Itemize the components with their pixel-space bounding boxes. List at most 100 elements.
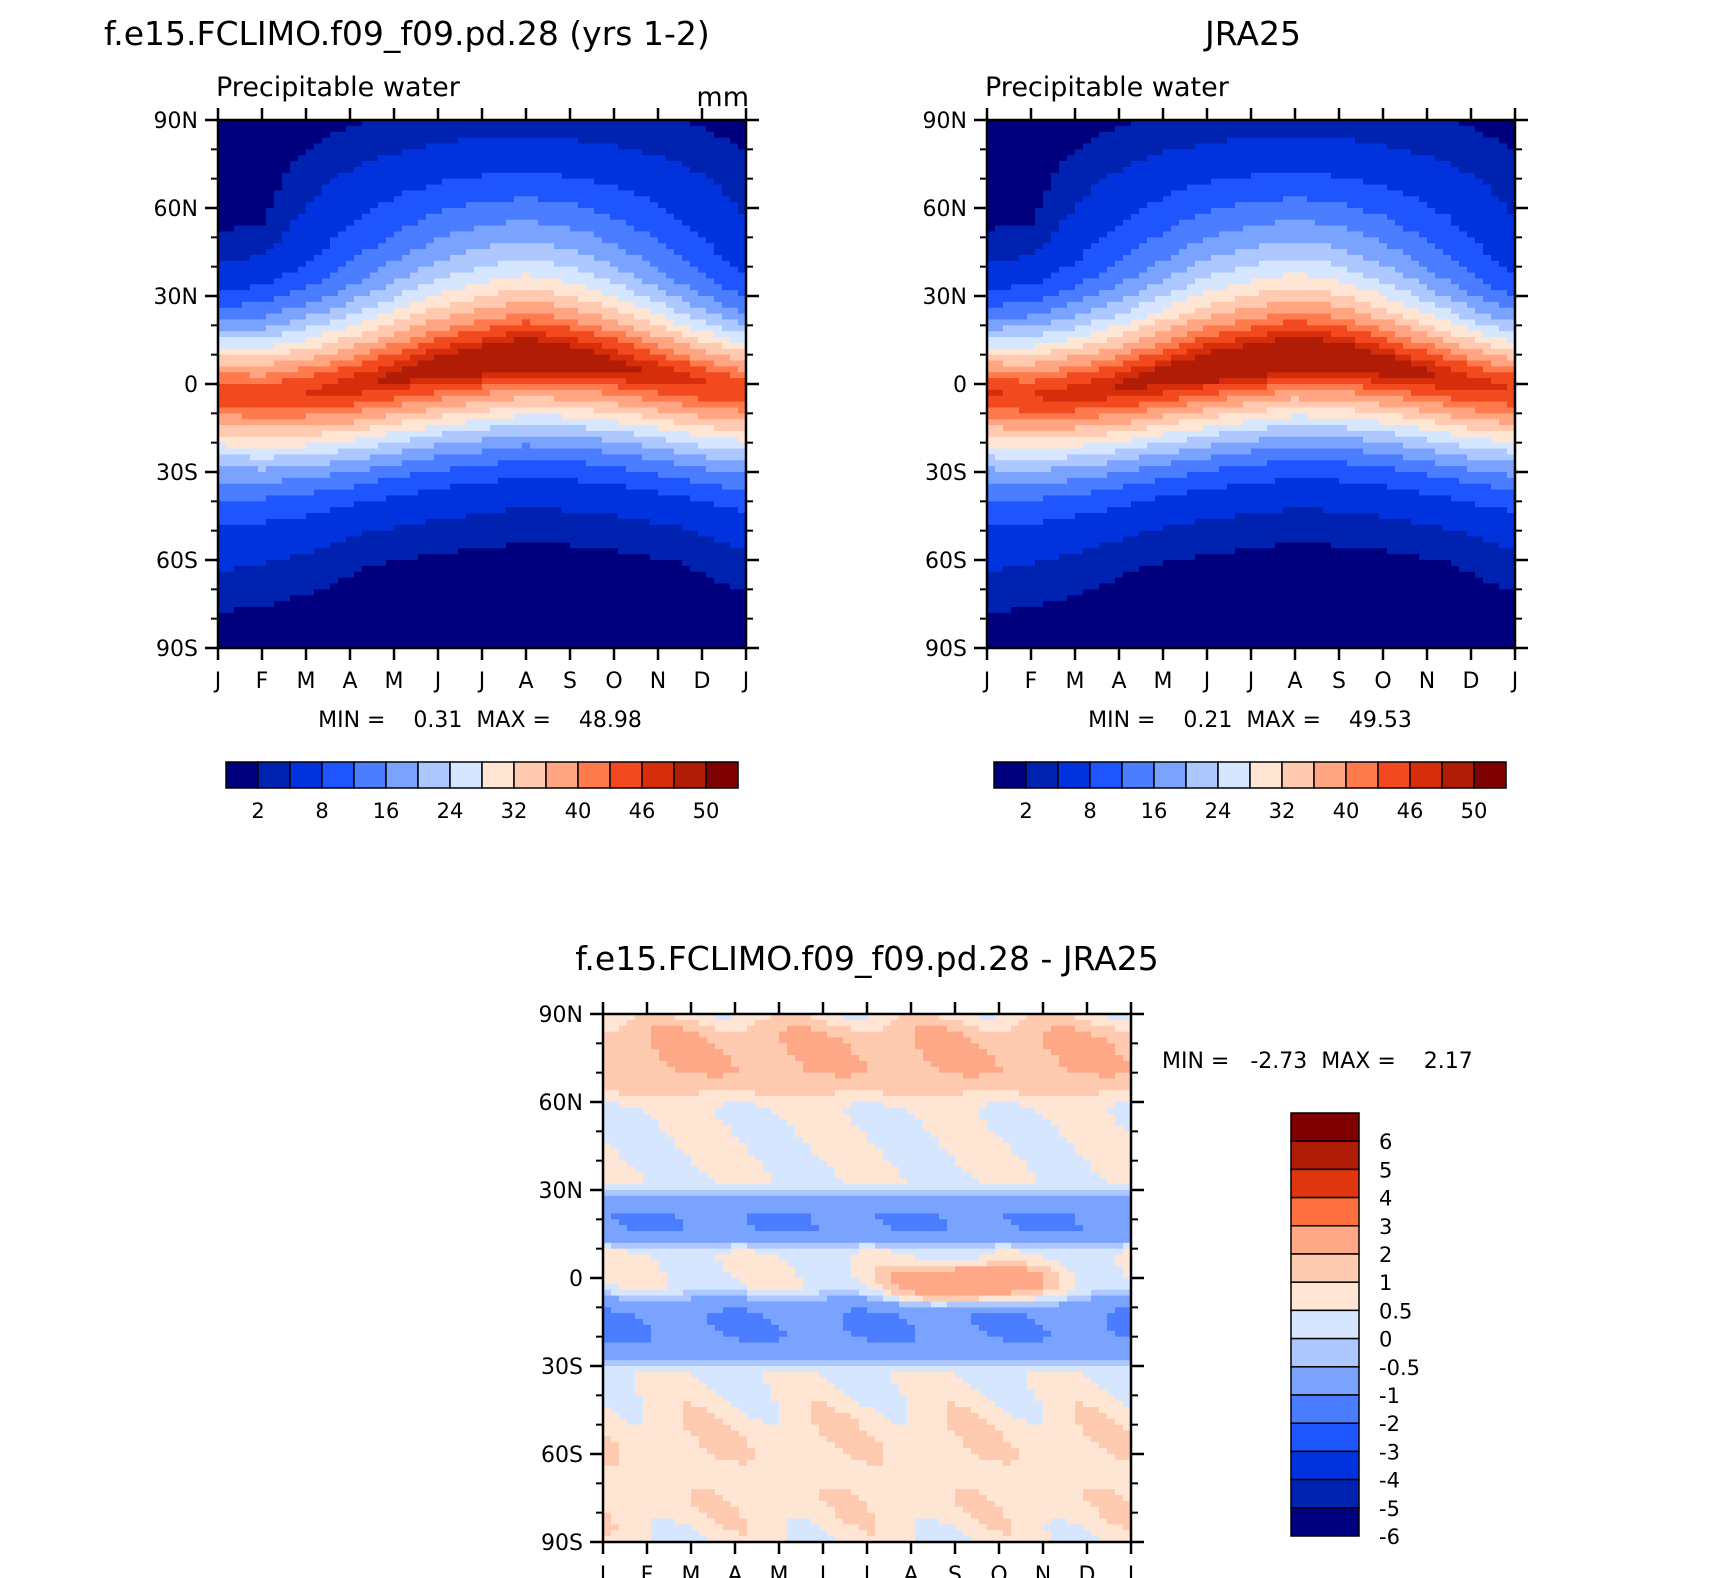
field-cell <box>482 225 491 233</box>
field-cell <box>306 507 315 514</box>
field-cell <box>682 307 691 315</box>
field-cell <box>706 266 715 274</box>
field-cell <box>370 184 379 191</box>
field-cell <box>282 542 291 549</box>
field-cell <box>338 419 347 426</box>
field-cell <box>298 354 307 362</box>
field-cell <box>682 331 691 338</box>
field-cell <box>258 554 267 561</box>
field-cell <box>402 137 411 145</box>
field-cell <box>538 413 547 420</box>
field-cell <box>402 237 411 244</box>
field-cell <box>538 407 547 414</box>
field-cell <box>362 172 371 180</box>
field-cell <box>402 542 411 549</box>
field-cell <box>530 155 539 162</box>
field-cell <box>730 518 739 526</box>
field-cell <box>546 184 555 191</box>
field-cell <box>674 472 683 479</box>
field-cell <box>698 401 707 409</box>
field-cell <box>490 231 499 238</box>
field-cell <box>330 290 339 297</box>
field-cell <box>426 149 435 156</box>
field-cell <box>442 184 451 191</box>
field-cell <box>258 249 267 256</box>
field-cell <box>650 495 659 502</box>
field-cell <box>650 401 659 409</box>
field-cell <box>530 366 539 373</box>
field-cell <box>394 430 403 438</box>
field-cell <box>362 337 371 344</box>
field-cell <box>722 430 731 438</box>
field-cell <box>626 507 635 514</box>
field-cell <box>234 337 243 344</box>
field-cell <box>258 489 267 497</box>
field-cell <box>330 120 339 127</box>
field-cell <box>426 278 435 285</box>
field-cell <box>538 272 547 279</box>
field-cell <box>522 436 531 444</box>
field-cell <box>490 413 499 420</box>
field-cell <box>370 290 379 297</box>
field-cell <box>546 213 555 221</box>
field-cell <box>242 284 251 291</box>
field-cell <box>570 348 579 356</box>
field-cell <box>386 225 395 233</box>
field-cell <box>498 166 507 174</box>
field-cell <box>346 231 355 238</box>
field-cell <box>530 249 539 256</box>
field-cell <box>242 243 251 250</box>
field-cell <box>490 436 499 444</box>
field-cell <box>530 401 539 409</box>
field-cell <box>698 225 707 233</box>
field-cell <box>546 120 555 127</box>
field-cell <box>362 131 371 139</box>
field-cell <box>378 313 387 321</box>
field-cell <box>530 389 539 397</box>
field-cell <box>642 260 651 268</box>
field-cell <box>610 419 619 426</box>
field-cell <box>242 249 251 256</box>
field-cell <box>378 384 387 391</box>
field-cell <box>274 161 283 168</box>
field-cell <box>618 319 627 326</box>
field-cell <box>690 231 699 238</box>
field-cell <box>562 260 571 268</box>
field-cell <box>602 307 611 315</box>
field-cell <box>730 501 739 508</box>
field-cell <box>562 472 571 479</box>
field-cell <box>506 196 515 203</box>
field-cell <box>498 395 507 403</box>
field-cell <box>426 524 435 532</box>
field-cell <box>698 202 707 209</box>
field-cell <box>530 518 539 526</box>
field-cell <box>234 166 243 174</box>
field-cell <box>626 296 635 303</box>
field-cell <box>514 466 523 473</box>
field-cell <box>514 313 523 321</box>
field-cell <box>402 560 411 567</box>
field-cell <box>698 249 707 256</box>
field-cell <box>490 395 499 403</box>
field-cell <box>266 489 275 497</box>
field-cell <box>610 372 619 379</box>
field-cell <box>722 213 731 221</box>
field-cell <box>610 231 619 238</box>
field-cell <box>618 495 627 502</box>
field-cell <box>394 237 403 244</box>
field-cell <box>714 466 723 473</box>
field-cell <box>522 296 531 303</box>
field-cell <box>346 430 355 438</box>
field-cell <box>554 231 563 238</box>
field-cell <box>242 237 251 244</box>
field-cell <box>650 184 659 191</box>
field-cell <box>586 554 595 561</box>
field-cell <box>602 184 611 191</box>
field-cell <box>642 348 651 356</box>
field-cell <box>658 290 667 297</box>
field-cell <box>578 225 587 233</box>
field-cell <box>418 442 427 450</box>
field-cell <box>466 184 475 191</box>
field-cell <box>378 542 387 549</box>
field-cell <box>234 331 243 338</box>
